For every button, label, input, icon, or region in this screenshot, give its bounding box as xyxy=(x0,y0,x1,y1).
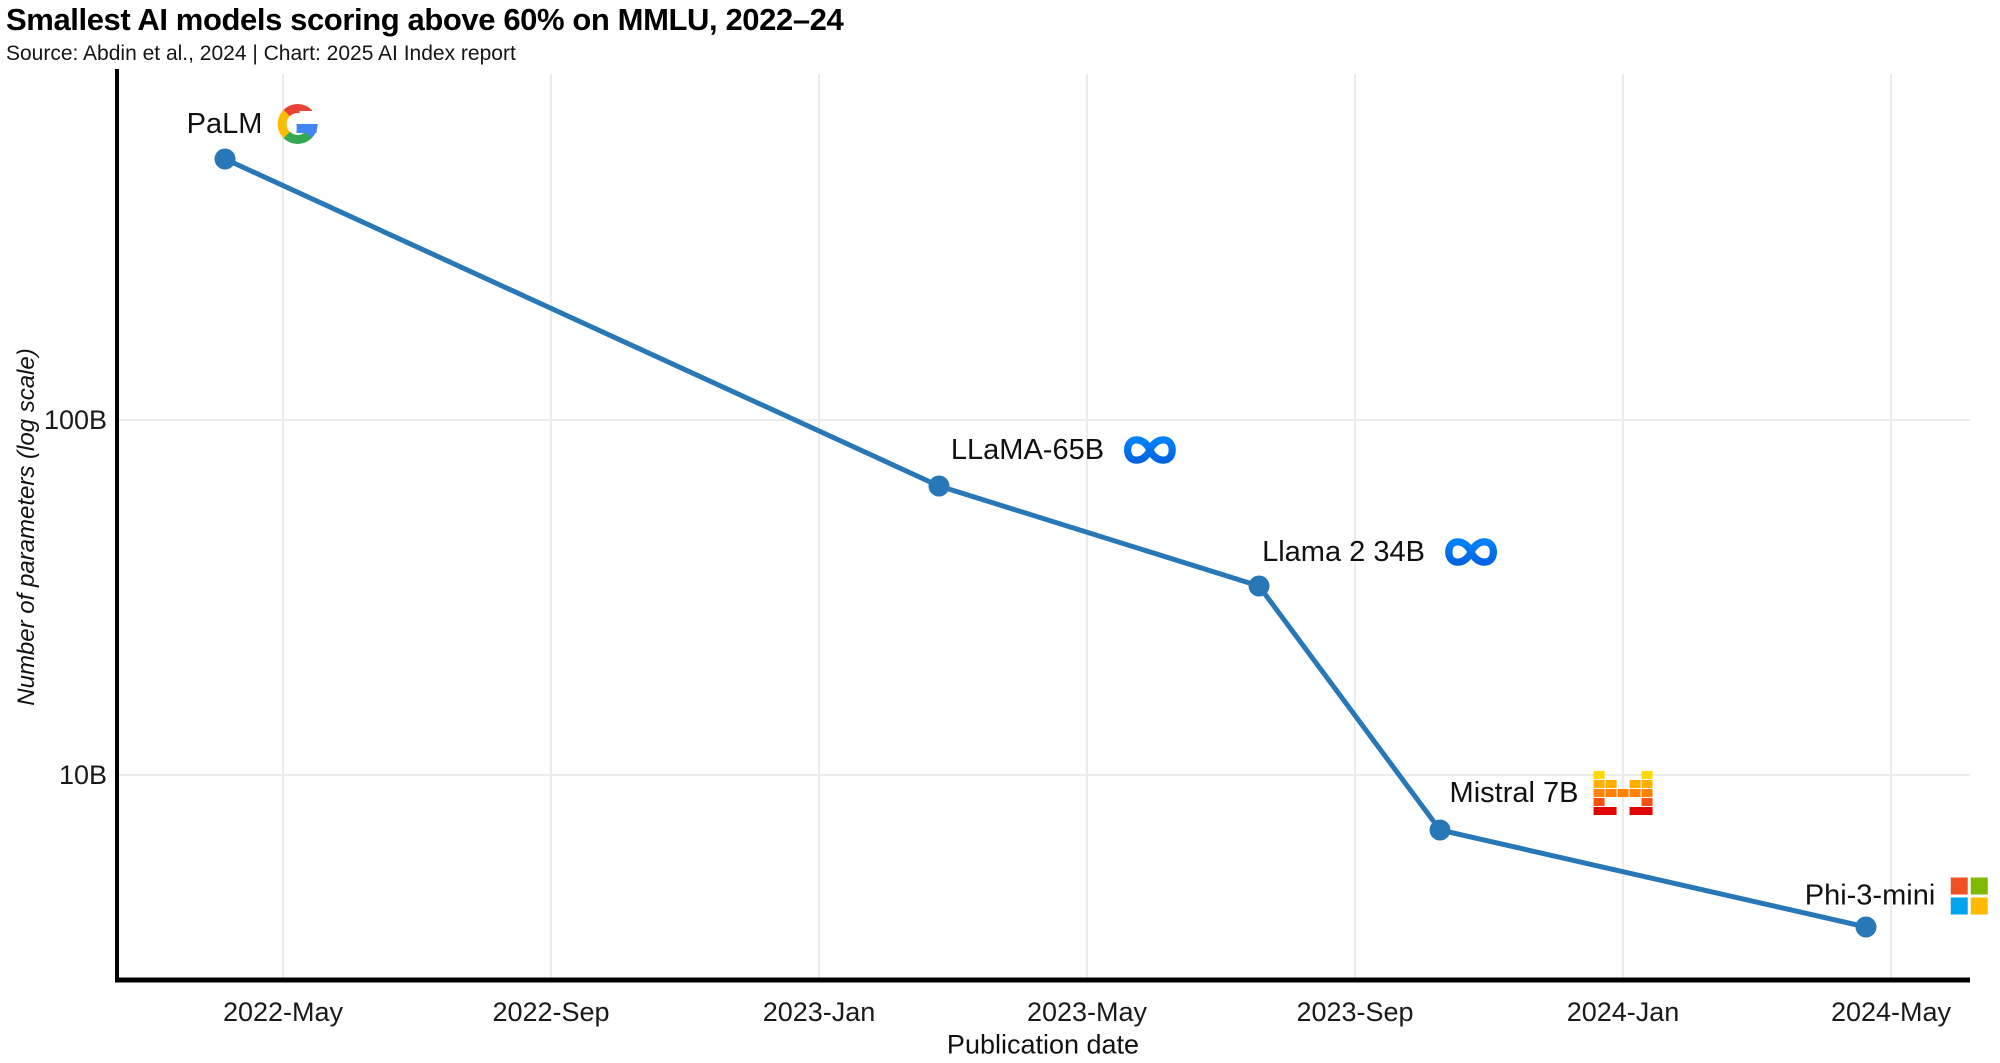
data-point-llama-65b xyxy=(928,475,950,497)
data-point-mistral-7b xyxy=(1429,819,1451,841)
x-tick-label: 2024-May xyxy=(1831,997,1952,1027)
series-line xyxy=(222,156,1869,930)
x-axis-title: Publication date xyxy=(946,1029,1140,1060)
x-tick-label: 2023-Jan xyxy=(763,997,876,1027)
x-tick-label: 2024-Jan xyxy=(1567,997,1680,1027)
y-tick-label: 10B xyxy=(59,760,107,790)
data-point-palm xyxy=(214,148,236,170)
y-tick-label: 100B xyxy=(44,405,107,435)
chart-subtitle: Source: Abdin et al., 2024 | Chart: 2025… xyxy=(6,42,516,65)
x-tick-label: 2023-Sep xyxy=(1296,997,1413,1027)
data-point-llama-2-34b xyxy=(1248,575,1270,597)
x-tick-label: 2022-Sep xyxy=(492,997,609,1027)
y-axis-title: Number of parameters (log scale) xyxy=(13,348,40,706)
chart-title: Smallest AI models scoring above 60% on … xyxy=(6,2,844,37)
data-point-phi-3-mini xyxy=(1855,916,1877,938)
x-tick-label: 2022-May xyxy=(223,997,344,1027)
x-tick-label: 2023-May xyxy=(1027,997,1148,1027)
